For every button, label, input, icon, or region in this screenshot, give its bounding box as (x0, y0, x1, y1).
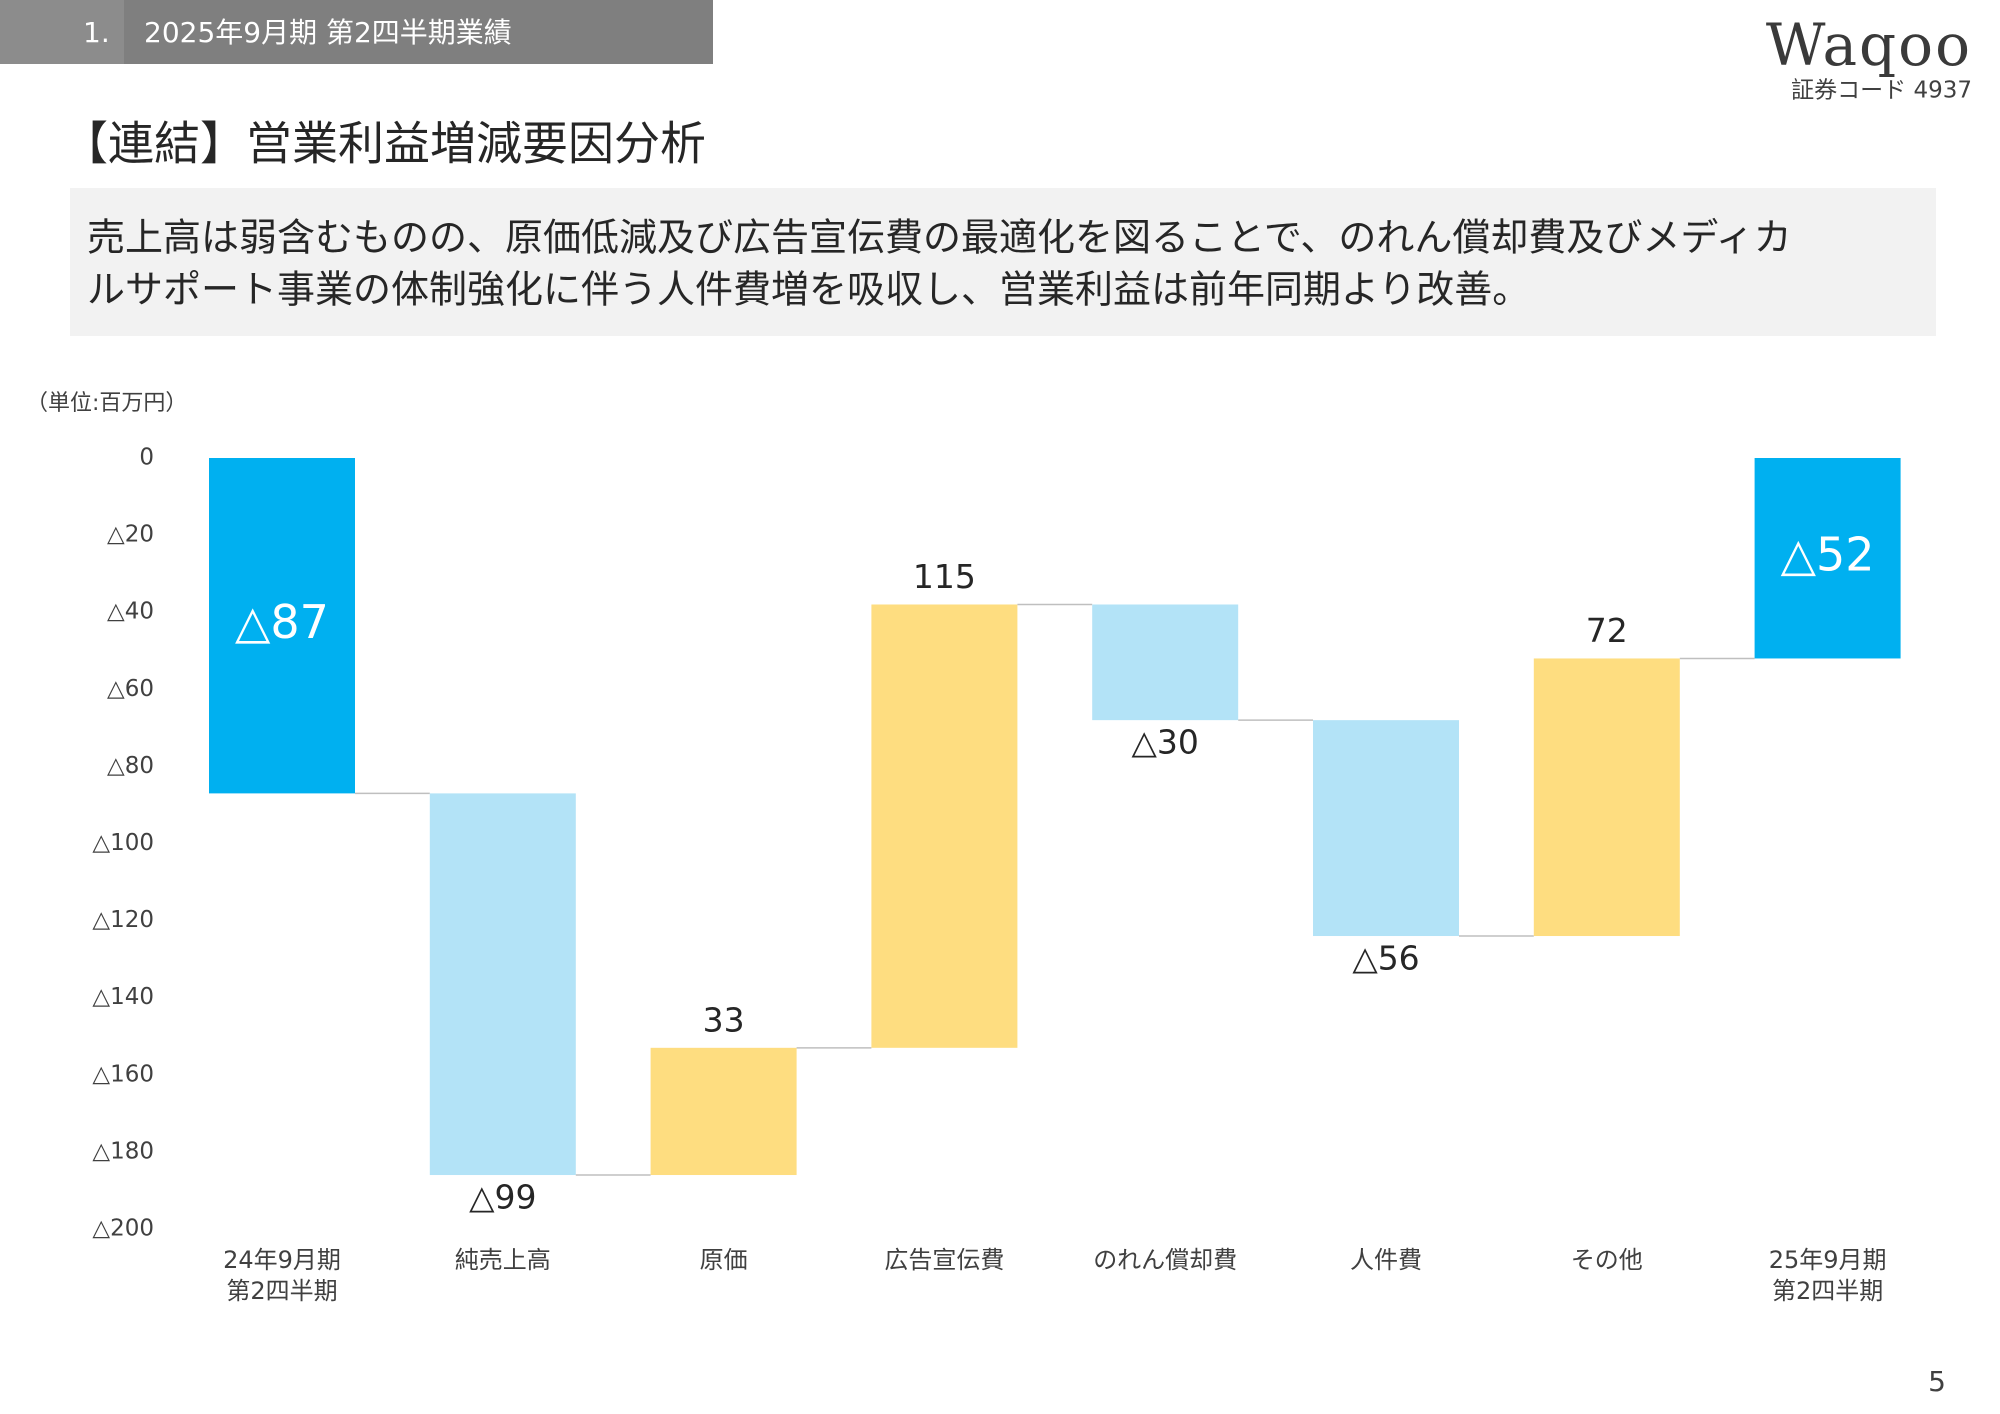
y-tick-label: △160 (92, 1061, 154, 1087)
header-number-box (0, 0, 124, 64)
y-tick-label: △40 (107, 599, 154, 625)
unit-label: （単位:百万円） (26, 391, 187, 416)
securities-code: 証券コード 4937 (1791, 78, 1972, 104)
x-tick-label: 広告宣伝費 (884, 1246, 1005, 1274)
y-tick-label: △100 (92, 830, 154, 856)
data-label: △52 (1781, 528, 1875, 582)
summary-line: 売上高は弱含むものの、原価低減及び広告宣伝費の最適化を図ることで、のれん償却費及… (87, 216, 1792, 260)
data-label: 33 (703, 1000, 745, 1039)
data-label: △87 (235, 595, 329, 649)
section-title: 2025年9月期 第2四半期業績 (144, 16, 512, 49)
summary-box (70, 188, 1936, 336)
x-tick-label: 純売上高 (454, 1246, 551, 1274)
y-tick-label: △140 (92, 984, 154, 1010)
y-tick-label: △60 (107, 676, 154, 702)
data-label: △56 (1352, 939, 1419, 978)
section-number: 1. (83, 16, 110, 49)
bar (1313, 720, 1459, 937)
x-tick-label: のれん償却費 (1093, 1246, 1238, 1274)
y-tick-label: △180 (92, 1138, 154, 1164)
y-tick-label: △120 (92, 907, 154, 933)
bar (1533, 658, 1680, 937)
x-tick-label: その他 (1570, 1246, 1643, 1274)
data-label: △30 (1132, 723, 1199, 762)
bar (209, 458, 355, 794)
y-tick-label: 0 (139, 445, 154, 471)
bar (871, 604, 1018, 1048)
y-tick-label: △200 (92, 1216, 154, 1242)
y-tick-label: △20 (107, 522, 154, 548)
summary-line: ルサポート事業の体制強化に伴う人件費増を吸収し、営業利益は前年同期より改善。 (87, 268, 1530, 312)
data-label: 115 (913, 557, 976, 596)
x-tick-label: 25年9月期 第2四半期 (1768, 1246, 1887, 1305)
x-tick-label: 原価 (699, 1246, 748, 1274)
x-tick-label: 24年9月期 第2四半期 (223, 1246, 341, 1305)
data-label: 72 (1586, 611, 1628, 650)
page-number: 5 (1928, 1365, 1946, 1398)
y-tick-label: △80 (107, 753, 154, 779)
bar (1092, 604, 1239, 721)
slide-title: 【連結】営業利益増減要因分析 (62, 117, 706, 171)
bar (650, 1047, 797, 1176)
logo: Waqoo (1766, 11, 1972, 79)
data-label: △99 (469, 1178, 536, 1217)
bar (429, 793, 576, 1176)
x-tick-label: 人件費 (1350, 1246, 1422, 1274)
bar (1754, 458, 1901, 659)
